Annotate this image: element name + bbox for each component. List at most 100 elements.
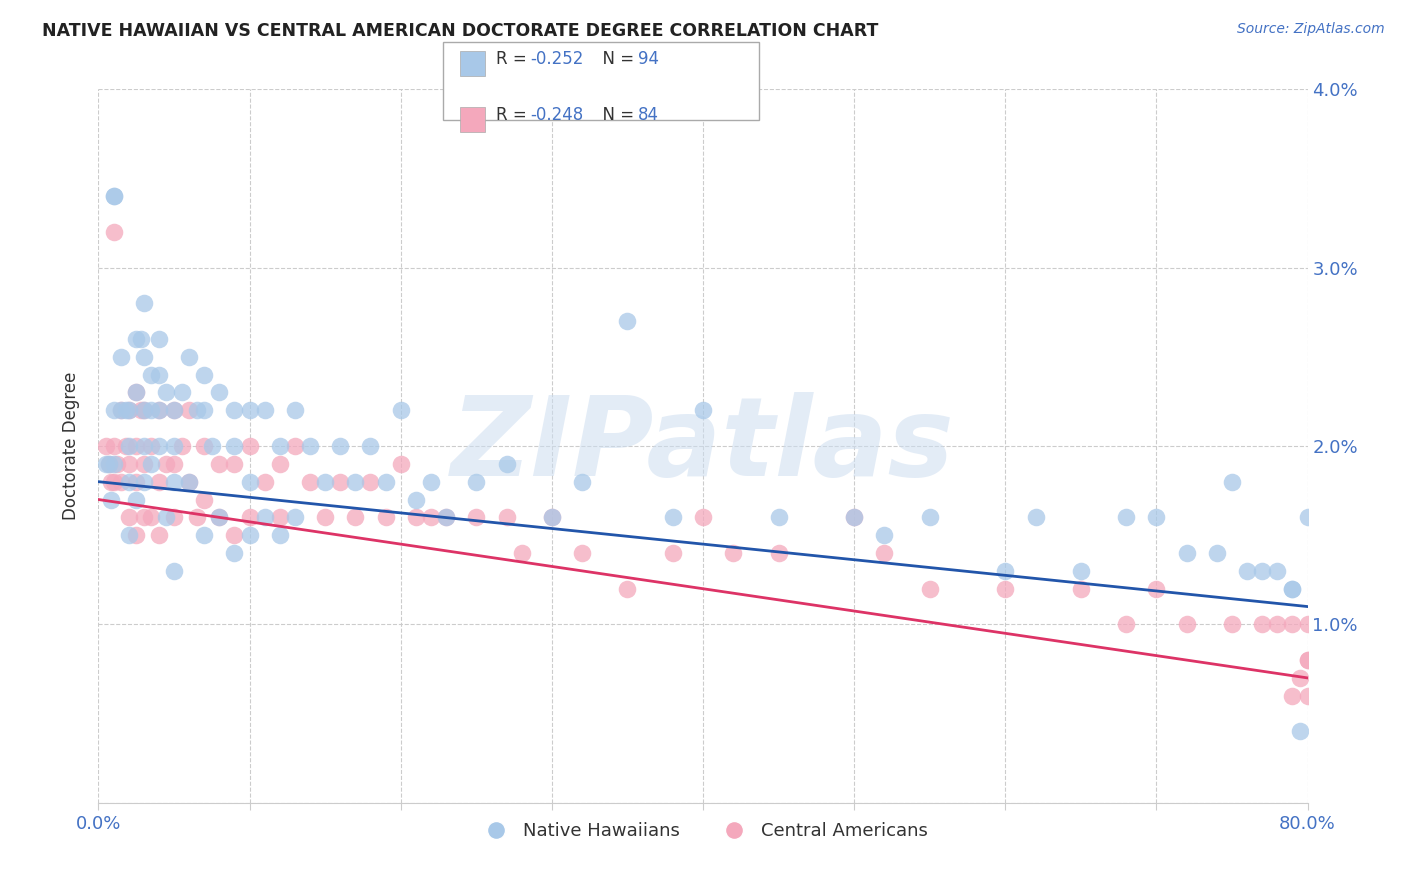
Point xyxy=(1296,617,1319,632)
Point xyxy=(193,528,215,542)
Point xyxy=(118,403,141,417)
Point xyxy=(98,457,121,471)
Point xyxy=(465,475,488,489)
Point xyxy=(193,403,215,417)
Point xyxy=(571,475,593,489)
Point xyxy=(692,403,714,417)
Point xyxy=(269,457,291,471)
Point xyxy=(1267,564,1289,578)
Point xyxy=(103,189,125,203)
Point xyxy=(103,439,125,453)
Text: 84: 84 xyxy=(638,106,659,124)
Point xyxy=(125,332,148,346)
Point xyxy=(103,403,125,417)
Point xyxy=(405,510,427,524)
Point xyxy=(1251,564,1274,578)
Point xyxy=(616,582,638,596)
Point xyxy=(224,528,246,542)
Point xyxy=(844,510,866,524)
Point xyxy=(163,475,186,489)
Point xyxy=(118,457,141,471)
Point xyxy=(269,510,291,524)
Point xyxy=(208,510,231,524)
Point xyxy=(132,296,155,310)
Point xyxy=(768,510,790,524)
Point xyxy=(103,457,125,471)
Point xyxy=(510,546,533,560)
Point xyxy=(692,510,714,524)
Point xyxy=(132,350,155,364)
Point xyxy=(103,475,125,489)
Point xyxy=(155,457,177,471)
Text: ZIPatlas: ZIPatlas xyxy=(451,392,955,500)
Point xyxy=(405,492,427,507)
Point xyxy=(155,510,177,524)
Point xyxy=(148,528,170,542)
Point xyxy=(94,457,117,471)
Point xyxy=(723,546,745,560)
Point xyxy=(253,510,276,524)
Text: NATIVE HAWAIIAN VS CENTRAL AMERICAN DOCTORATE DEGREE CORRELATION CHART: NATIVE HAWAIIAN VS CENTRAL AMERICAN DOCT… xyxy=(42,22,879,40)
Point xyxy=(873,528,896,542)
Point xyxy=(125,475,148,489)
Point xyxy=(118,439,141,453)
Point xyxy=(179,403,201,417)
Point xyxy=(1115,617,1137,632)
Point xyxy=(163,564,186,578)
Point xyxy=(224,457,246,471)
Point xyxy=(100,475,122,489)
Point xyxy=(155,385,177,400)
Point xyxy=(269,528,291,542)
Point xyxy=(125,385,148,400)
Point xyxy=(141,510,163,524)
Point xyxy=(374,510,396,524)
Point xyxy=(994,582,1017,596)
Legend: Native Hawaiians, Central Americans: Native Hawaiians, Central Americans xyxy=(471,815,935,847)
Point xyxy=(100,492,122,507)
Point xyxy=(125,492,148,507)
Point xyxy=(148,368,170,382)
Point xyxy=(224,439,246,453)
Point xyxy=(141,403,163,417)
Text: R =: R = xyxy=(496,50,533,68)
Point xyxy=(148,475,170,489)
Text: 94: 94 xyxy=(638,50,659,68)
Point xyxy=(239,439,262,453)
Point xyxy=(110,403,132,417)
Point xyxy=(1024,510,1046,524)
Point xyxy=(495,457,517,471)
Point xyxy=(132,439,155,453)
Point xyxy=(540,510,562,524)
Point xyxy=(329,475,352,489)
Point xyxy=(163,510,186,524)
Point xyxy=(571,546,593,560)
Text: N =: N = xyxy=(592,50,640,68)
Point xyxy=(1296,653,1319,667)
Point xyxy=(118,403,141,417)
Text: -0.248: -0.248 xyxy=(530,106,583,124)
Point xyxy=(465,510,488,524)
Point xyxy=(284,403,307,417)
Point xyxy=(360,475,382,489)
Point xyxy=(768,546,790,560)
Point xyxy=(103,189,125,203)
Point xyxy=(389,403,412,417)
Point xyxy=(1175,546,1198,560)
Point xyxy=(1281,617,1303,632)
Point xyxy=(129,332,152,346)
Point xyxy=(314,510,336,524)
Text: Source: ZipAtlas.com: Source: ZipAtlas.com xyxy=(1237,22,1385,37)
Point xyxy=(163,403,186,417)
Point xyxy=(1289,724,1312,739)
Point xyxy=(125,439,148,453)
Point xyxy=(1281,582,1303,596)
Point xyxy=(186,510,208,524)
Point xyxy=(1296,510,1319,524)
Point xyxy=(125,385,148,400)
Text: N =: N = xyxy=(592,106,640,124)
Point xyxy=(1144,510,1167,524)
Point xyxy=(132,475,155,489)
Point xyxy=(110,350,132,364)
Point xyxy=(329,439,352,453)
Point xyxy=(163,403,186,417)
